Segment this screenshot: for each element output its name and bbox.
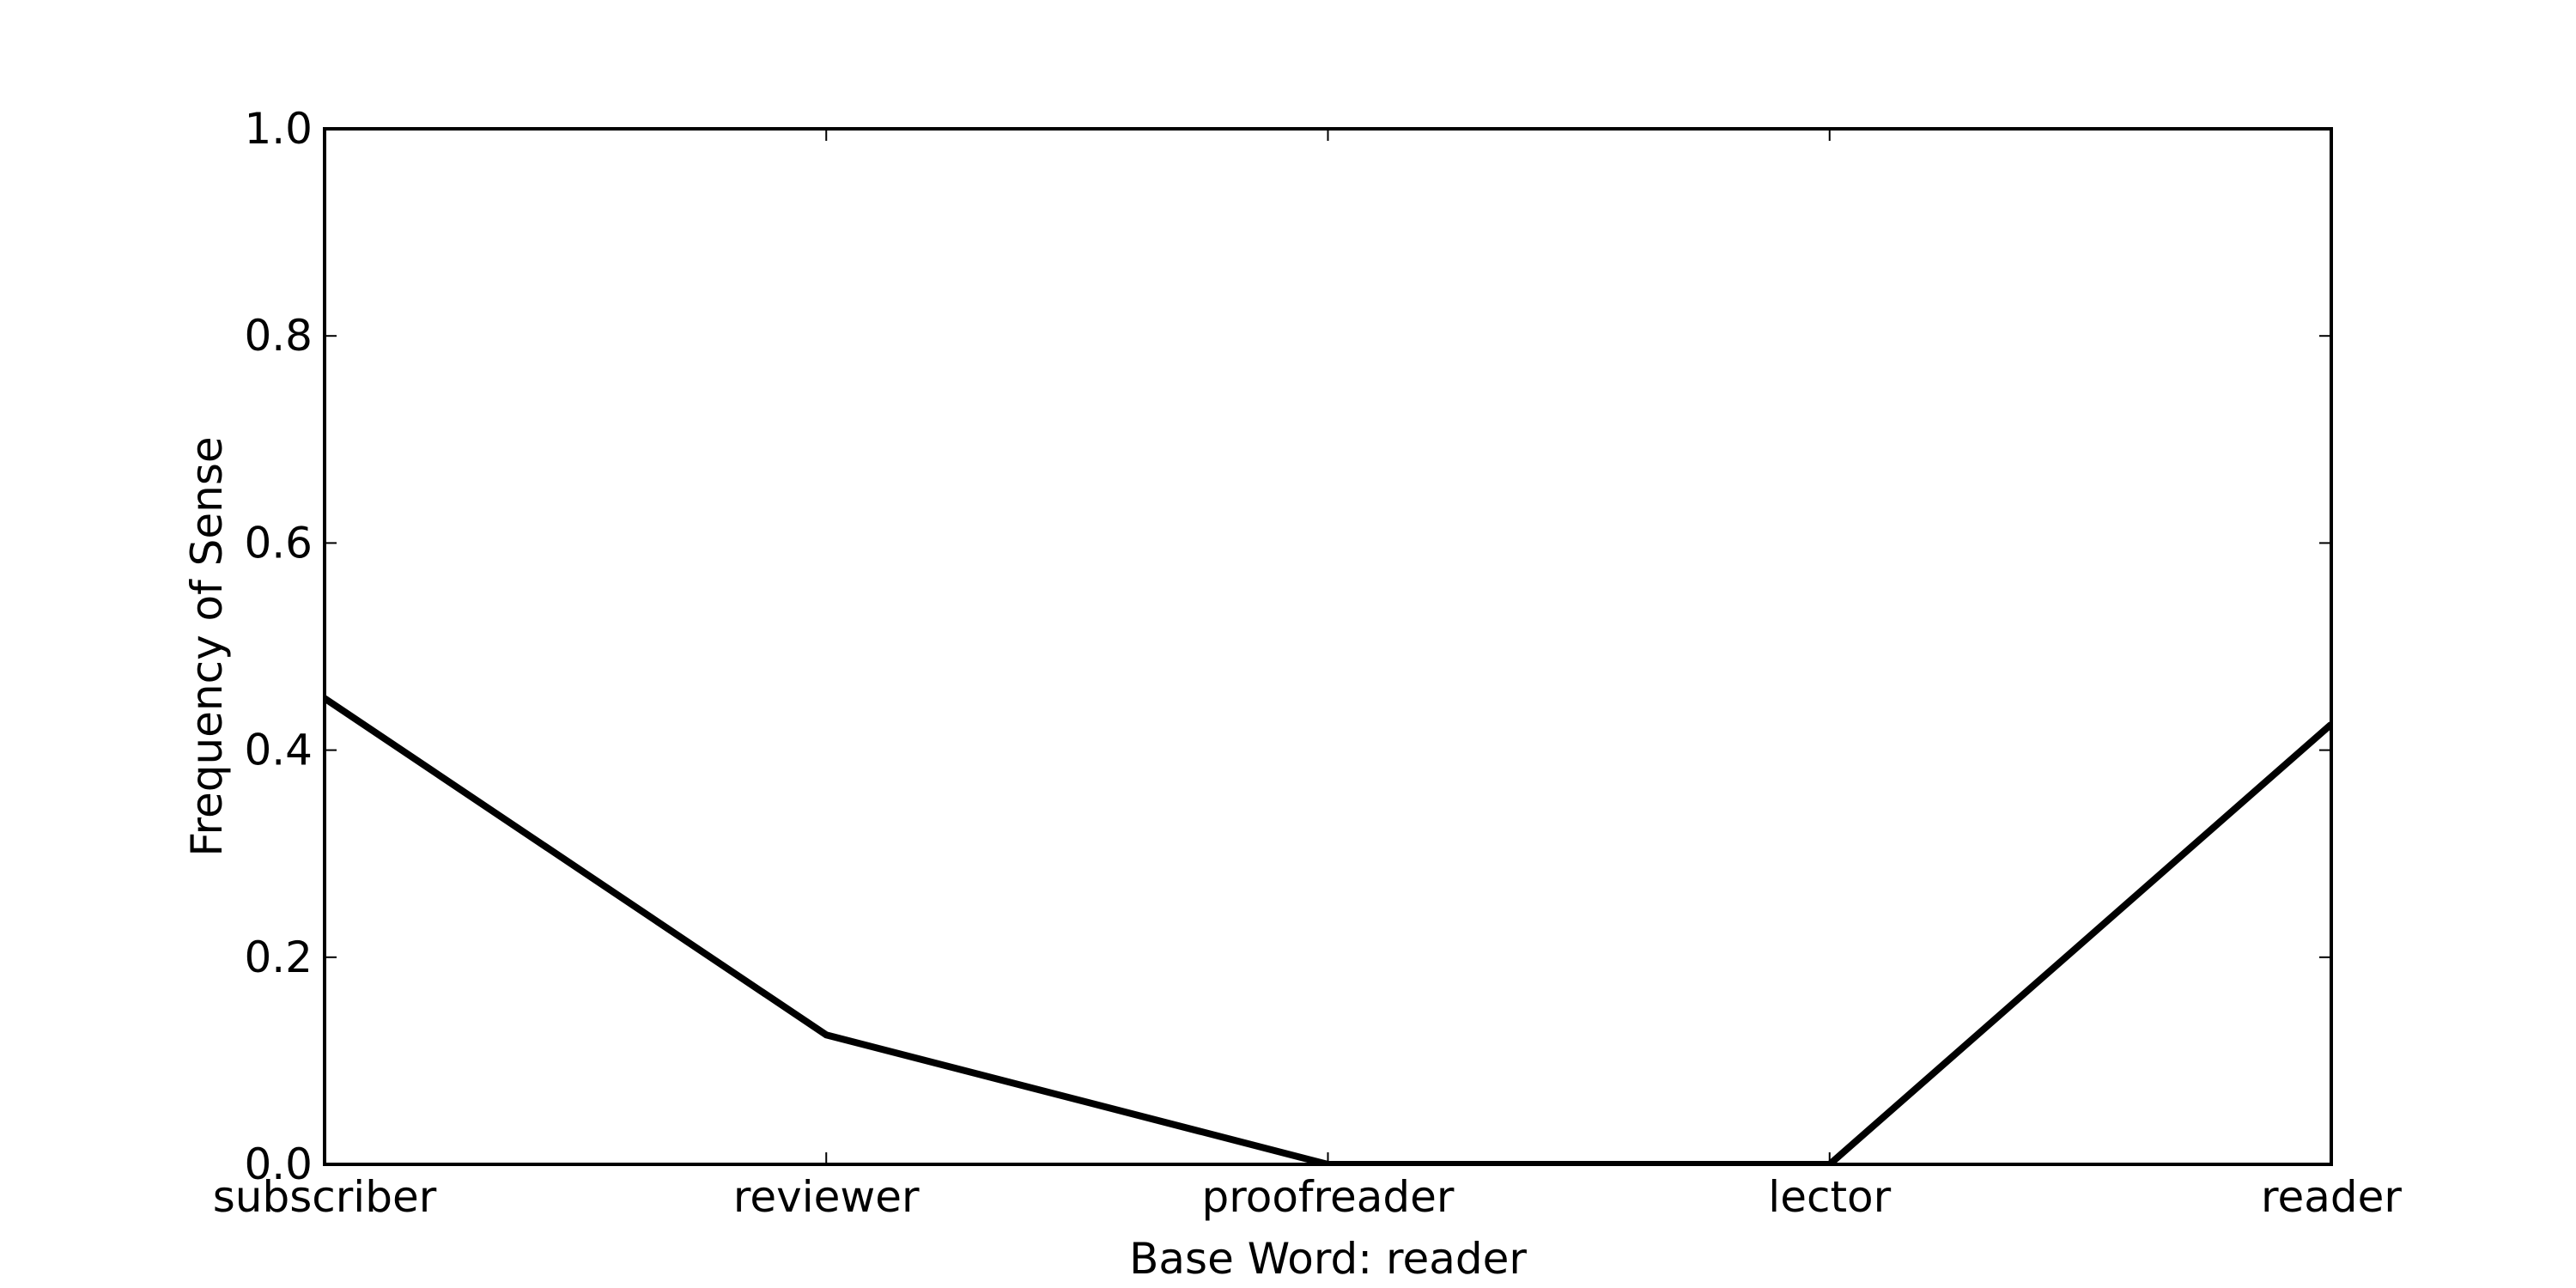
y-tick-label: 1.0 bbox=[244, 104, 313, 154]
series-lines bbox=[325, 695, 2331, 1164]
y-tick-label: 0.0 bbox=[244, 1139, 313, 1189]
x-tick-label-lector: lector bbox=[1768, 1172, 1891, 1222]
y-tick-labels: 0.0 0.2 0.4 0.6 0.8 1.0 bbox=[244, 104, 313, 1189]
y-tick-label: 0.6 bbox=[244, 518, 313, 568]
x-tick-label-proofreader: proofreader bbox=[1202, 1172, 1455, 1222]
y-tick-label: 0.4 bbox=[244, 726, 313, 775]
x-tick-label-subscriber: subscriber bbox=[213, 1172, 437, 1222]
x-tick-labels: subscriber reviewer proofreader lector reade… bbox=[213, 1172, 2403, 1222]
y-tick-label: 0.8 bbox=[244, 311, 313, 361]
x-tick-label-reader: reader bbox=[2261, 1172, 2402, 1222]
y-axis-label: Frequency of Sense bbox=[182, 436, 232, 856]
series-line-0 bbox=[325, 695, 2331, 1164]
x-tick-label-reviewer: reviewer bbox=[733, 1172, 920, 1222]
axes-frame bbox=[323, 127, 2333, 1166]
y-tick-label: 0.2 bbox=[244, 933, 313, 982]
x-axis-label: Base Word: reader bbox=[1129, 1234, 1527, 1284]
